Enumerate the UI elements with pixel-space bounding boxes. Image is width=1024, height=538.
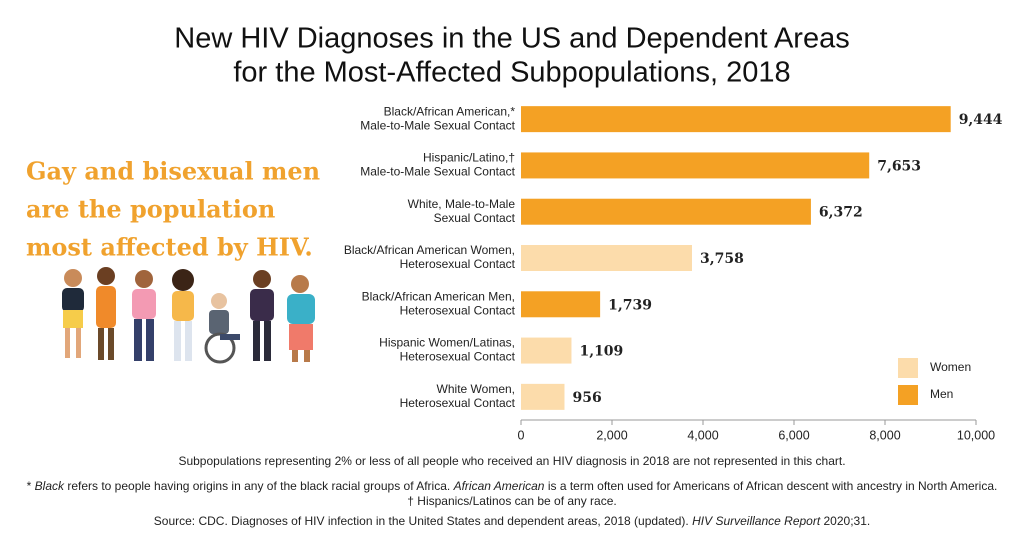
y-tick-label: White Women, bbox=[437, 382, 515, 396]
y-tick-label: Black/African American Men, bbox=[362, 289, 515, 303]
chart-title: for the Most-Affected Subpopulations, 20… bbox=[233, 57, 790, 89]
legend-swatch bbox=[898, 385, 918, 405]
footnote-part: African American bbox=[453, 479, 545, 493]
footnote: * Black refers to people having origins … bbox=[27, 479, 998, 493]
bar bbox=[521, 106, 951, 133]
value-label: 1,109 bbox=[579, 344, 623, 360]
value-label: 9,444 bbox=[959, 112, 1003, 128]
chart-title: New HIV Diagnoses in the US and Dependen… bbox=[174, 23, 849, 55]
y-tick-label: Hispanic/Latino,† bbox=[423, 151, 515, 165]
y-tick-label: White, Male-to-Male bbox=[408, 197, 516, 211]
y-tick-label: Heterosexual Contact bbox=[400, 396, 516, 410]
footnote: † Hispanics/Latinos can be of any race. bbox=[407, 494, 616, 508]
bar bbox=[521, 198, 811, 225]
value-label: 1,739 bbox=[608, 297, 652, 313]
x-tick-label: 8,000 bbox=[869, 428, 900, 442]
x-tick-label: 4,000 bbox=[687, 428, 718, 442]
bar bbox=[521, 291, 601, 318]
legend-swatch bbox=[898, 358, 918, 378]
y-tick-label: Hispanic Women/Latinas, bbox=[379, 336, 515, 350]
legend-label: Women bbox=[930, 360, 971, 374]
source-part: Source: CDC. Diagnoses of HIV infection … bbox=[154, 514, 692, 528]
x-tick-label: 6,000 bbox=[778, 428, 809, 442]
value-label: 956 bbox=[572, 390, 601, 406]
footnote-part: is a term often used for Americans of Af… bbox=[544, 479, 997, 493]
y-tick-label: Heterosexual Contact bbox=[400, 303, 516, 317]
y-tick-label: Male-to-Male Sexual Contact bbox=[360, 165, 515, 179]
source-part: HIV Surveillance Report bbox=[692, 514, 821, 528]
x-tick-label: 2,000 bbox=[596, 428, 627, 442]
chart-note: Subpopulations representing 2% or less o… bbox=[178, 454, 845, 468]
y-tick-label: Black/African American,* bbox=[384, 104, 516, 118]
footnote-part: * bbox=[27, 479, 35, 493]
legend-label: Men bbox=[930, 387, 953, 401]
bar bbox=[521, 337, 572, 364]
source: Source: CDC. Diagnoses of HIV infection … bbox=[154, 514, 870, 528]
x-tick-label: 0 bbox=[518, 428, 525, 442]
y-tick-label: Male-to-Male Sexual Contact bbox=[360, 118, 515, 132]
value-label: 3,758 bbox=[700, 251, 744, 267]
value-label: 7,653 bbox=[877, 158, 921, 174]
y-tick-label: Heterosexual Contact bbox=[400, 257, 516, 271]
people-illustration bbox=[62, 267, 315, 364]
callout: most affected by HIV. bbox=[26, 233, 313, 262]
source-part: 2020;31. bbox=[820, 514, 870, 528]
y-tick-label: Sexual Contact bbox=[434, 211, 516, 225]
bar bbox=[521, 152, 870, 179]
footnote-part: refers to people having origins in any o… bbox=[64, 479, 454, 493]
y-tick-label: Heterosexual Contact bbox=[400, 350, 516, 364]
value-label: 6,372 bbox=[819, 205, 863, 221]
callout: are the population bbox=[26, 195, 275, 224]
footnote-part: Black bbox=[35, 479, 65, 493]
y-tick-label: Black/African American Women, bbox=[344, 243, 515, 257]
bar bbox=[521, 245, 692, 271]
bar bbox=[521, 383, 565, 410]
x-tick-label: 10,000 bbox=[957, 428, 995, 442]
callout: Gay and bisexual men bbox=[26, 157, 320, 186]
